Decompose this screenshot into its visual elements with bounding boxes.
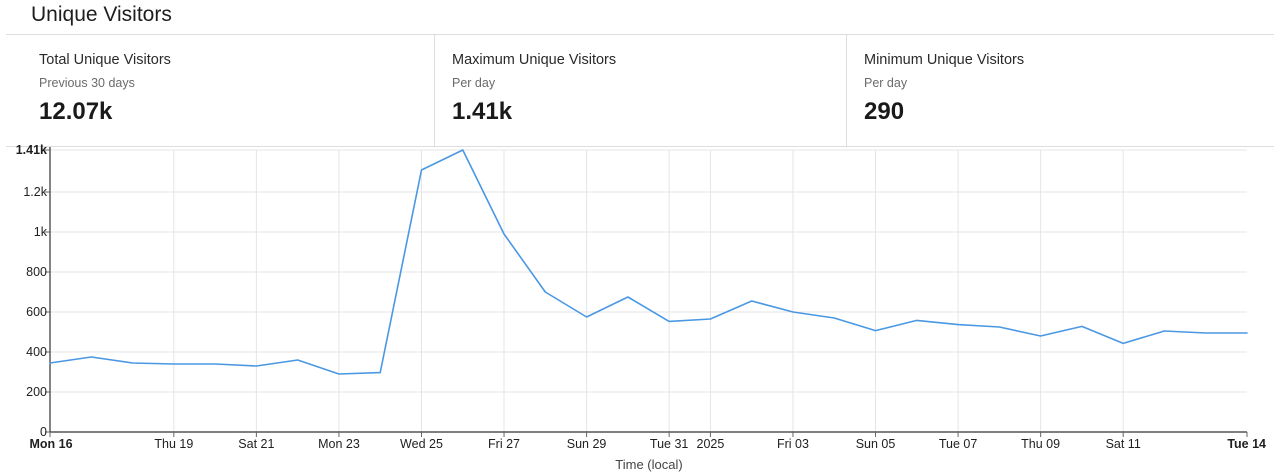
data-point[interactable] xyxy=(955,322,961,328)
data-point[interactable] xyxy=(377,370,383,376)
x-tick-label: Thu 09 xyxy=(1021,437,1060,451)
data-point[interactable] xyxy=(1161,328,1167,334)
y-tick-label: 400 xyxy=(26,345,47,359)
x-tick-label: Sun 29 xyxy=(567,437,607,451)
data-point[interactable] xyxy=(419,167,425,173)
data-point[interactable] xyxy=(336,371,342,377)
stat-sublabel: Per day xyxy=(452,76,496,90)
data-point[interactable] xyxy=(873,328,879,334)
y-tick-label: 800 xyxy=(26,265,47,279)
data-point[interactable] xyxy=(666,318,672,324)
data-point[interactable] xyxy=(1203,330,1209,336)
x-tick-label: Tue 07 xyxy=(939,437,978,451)
x-tick-label: Fri 27 xyxy=(488,437,520,451)
x-axis-ticks: Mon 16 Thu 19 Sat 21 Mon 23 Wed 25 Fri 27 Sun … xyxy=(29,432,1266,451)
data-point[interactable] xyxy=(584,314,590,320)
x-tick-label: Thu 19 xyxy=(154,437,193,451)
x-tick-label: Wed 25 xyxy=(400,437,443,451)
data-point[interactable] xyxy=(790,309,796,315)
stat-card-maximum: Maximum Unique Visitors Per day 1.41k xyxy=(434,35,846,146)
y-tick-label: 0 xyxy=(40,425,47,439)
chart-series[interactable] xyxy=(47,147,1250,377)
stat-sublabel: Per day xyxy=(864,76,908,90)
stat-label: Total Unique Visitors xyxy=(39,52,171,68)
data-point[interactable] xyxy=(625,294,631,300)
stat-label: Minimum Unique Visitors xyxy=(864,52,1025,68)
stat-value: 12.07k xyxy=(39,98,113,125)
data-point[interactable] xyxy=(1244,330,1250,336)
chart-grid xyxy=(50,149,1247,432)
page-title: Unique Visitors xyxy=(31,3,172,26)
data-point[interactable] xyxy=(295,357,301,363)
x-axis-label: Time (local) xyxy=(615,457,682,472)
stat-card-minimum: Minimum Unique Visitors Per day 290 xyxy=(846,35,1274,146)
data-point[interactable] xyxy=(707,316,713,322)
stats-divider xyxy=(6,146,1274,147)
data-point[interactable] xyxy=(460,147,466,153)
chart-axes xyxy=(49,147,1247,433)
data-point[interactable] xyxy=(130,360,136,366)
data-point[interactable] xyxy=(171,361,177,367)
series-line[interactable] xyxy=(49,149,1248,375)
data-point[interactable] xyxy=(996,324,1002,330)
y-tick-label: 1.41k xyxy=(16,143,47,157)
x-tick-label: Sat 21 xyxy=(238,437,274,451)
data-point[interactable] xyxy=(542,289,548,295)
data-point[interactable] xyxy=(253,363,259,369)
stat-value: 290 xyxy=(864,98,905,125)
data-point[interactable] xyxy=(88,354,94,360)
data-point[interactable] xyxy=(749,298,755,304)
data-point[interactable] xyxy=(1079,323,1085,329)
x-tick-label: Fri 03 xyxy=(777,437,809,451)
title-divider xyxy=(6,34,1274,35)
x-tick-label: Mon 23 xyxy=(318,437,360,451)
data-point[interactable] xyxy=(501,231,507,237)
data-point[interactable] xyxy=(212,361,218,367)
data-point[interactable] xyxy=(1038,333,1044,339)
data-point[interactable] xyxy=(1120,340,1126,346)
y-tick-label: 600 xyxy=(26,305,47,319)
data-point[interactable] xyxy=(47,360,53,366)
stat-sublabel: Previous 30 days xyxy=(39,76,135,90)
x-tick-label: Mon 16 xyxy=(29,437,72,451)
y-axis-ticks: 0 200 400 600 800 1k 1.2k 1.41k xyxy=(16,143,50,439)
y-tick-label: 200 xyxy=(26,385,47,399)
x-tick-label: Sat 11 xyxy=(1106,437,1141,451)
x-tick-label: Tue 31 xyxy=(650,437,689,451)
stat-card-total: Total Unique Visitors Previous 30 days 1… xyxy=(22,35,434,146)
data-point[interactable] xyxy=(831,315,837,321)
stat-label: Maximum Unique Visitors xyxy=(452,52,617,68)
x-tick-label: Sun 05 xyxy=(856,437,896,451)
stat-value: 1.41k xyxy=(452,98,513,125)
data-point[interactable] xyxy=(914,317,920,323)
x-tick-label: 2025 xyxy=(697,437,725,451)
y-tick-label: 1k xyxy=(34,225,48,239)
stats-row: Total Unique Visitors Previous 30 days 1… xyxy=(0,35,1274,146)
x-tick-label: Tue 14 xyxy=(1227,437,1266,451)
y-tick-label: 1.2k xyxy=(23,185,47,199)
